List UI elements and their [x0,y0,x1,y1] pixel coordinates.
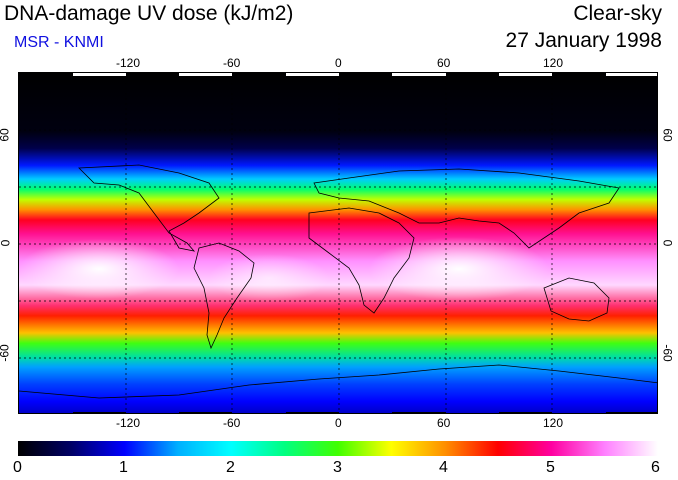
lat-tick-left: 0 [0,240,12,247]
high-dose-region [369,237,549,301]
lon-tick-top: -120 [116,56,141,70]
lon-tick-bottom: 120 [543,416,564,430]
map-title: DNA-damage UV dose (kJ/m2) [4,2,294,25]
lon-tick-bottom: 0 [335,416,342,430]
colorbar-label: 3 [333,459,342,476]
colorbar-label: 2 [226,459,235,476]
lon-tick-bottom: 60 [437,416,451,430]
colorbar-label: 6 [651,459,660,476]
lon-tick-top: 120 [543,56,564,70]
frame-ticks-bottom [73,412,657,413]
map-date: 27 January 1998 [505,29,662,52]
lon-tick-top: -60 [223,56,241,70]
coastline-north-america [78,164,220,252]
map-svg [19,73,657,413]
lat-tick-left: -60 [0,344,12,362]
graticule [19,73,657,413]
credit-label: MSR - KNMI [14,34,104,51]
coastlines [19,164,657,399]
colorbar-label: 0 [13,459,22,476]
coastline-eurasia [313,168,620,249]
coastline-antarctica [19,364,657,399]
lat-tick-right: -60 [660,344,675,362]
colorbar [18,441,658,456]
uv-dose-map [18,72,658,414]
lon-tick-top: 60 [437,56,451,70]
lon-tick-top: 0 [335,56,342,70]
lat-tick-right: 60 [660,128,675,142]
lon-tick-bottom: -60 [223,416,241,430]
lat-tick-right: 0 [660,239,675,247]
lon-tick-bottom: -120 [116,416,141,430]
colorbar-label: 5 [546,459,555,476]
colorbar-label: 4 [439,459,448,476]
sky-condition: Clear-sky [573,2,662,25]
coastline-south-america [193,242,255,350]
high-dose-region [19,239,179,299]
coastline-africa [308,207,415,314]
frame-ticks [73,73,657,76]
high-dose-region [209,254,329,302]
lat-tick-left: 60 [0,128,12,142]
coastline-australia [543,277,610,322]
colorbar-label: 1 [119,459,128,476]
